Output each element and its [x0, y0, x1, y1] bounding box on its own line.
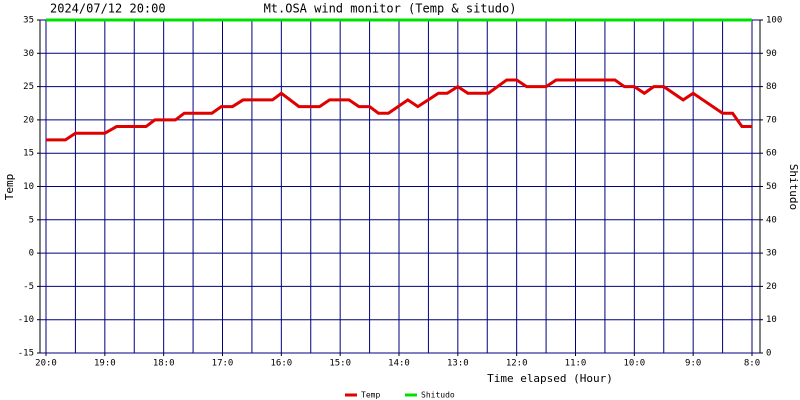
y-tick-label: -5 — [23, 282, 34, 292]
x-tick-label: 9:0 — [685, 359, 701, 369]
y2-tick-label: 40 — [766, 215, 777, 225]
x-tick-label: 12:0 — [506, 359, 528, 369]
y2-tick-label: 10 — [766, 315, 777, 325]
x-tick-label: 13:0 — [447, 359, 469, 369]
y-tick-label: 20 — [23, 115, 34, 125]
x-tick-label: 16:0 — [270, 359, 292, 369]
y-tick-label: 30 — [23, 49, 34, 59]
y2-tick-label: 20 — [766, 282, 777, 292]
y2-axis-label: Shitudo — [787, 164, 800, 210]
y2-tick-label: 80 — [766, 82, 777, 92]
chart-header: 2024/07/12 20:00 — [50, 2, 166, 16]
x-tick-label: 19:0 — [94, 359, 116, 369]
chart-title: Mt.OSA wind monitor (Temp & situdo) — [264, 2, 517, 16]
x-tick-label: 14:0 — [388, 359, 410, 369]
y2-tick-label: 60 — [766, 149, 777, 159]
y2-tick-label: 70 — [766, 115, 777, 125]
x-tick-label: 20:0 — [35, 359, 57, 369]
y-axis-label: Temp — [3, 174, 16, 201]
y-tick-label: -10 — [18, 315, 34, 325]
legend-label: Shitudo — [421, 391, 455, 400]
y-tick-label: 35 — [23, 16, 34, 26]
y2-tick-label: 0 — [766, 349, 771, 359]
y-tick-label: 25 — [23, 82, 34, 92]
y-tick-label: 10 — [23, 182, 34, 192]
x-tick-label: 11:0 — [565, 359, 587, 369]
legend-label: Temp — [361, 391, 380, 400]
y-tick-label: 0 — [29, 249, 34, 259]
y2-tick-label: 90 — [766, 49, 777, 59]
y-tick-label: 5 — [29, 215, 34, 225]
x-tick-label: 17:0 — [212, 359, 234, 369]
x-tick-label: 8:0 — [744, 359, 760, 369]
y2-tick-label: 50 — [766, 182, 777, 192]
x-tick-label: 18:0 — [153, 359, 175, 369]
x-tick-label: 15:0 — [329, 359, 351, 369]
x-axis-label: Time elapsed (Hour) — [487, 372, 613, 385]
y2-tick-label: 30 — [766, 249, 777, 259]
y-tick-label: 15 — [23, 149, 34, 159]
y2-tick-label: 100 — [766, 16, 782, 26]
y-tick-label: -15 — [18, 349, 34, 359]
series-line — [46, 78, 752, 142]
x-tick-label: 10:0 — [623, 359, 645, 369]
